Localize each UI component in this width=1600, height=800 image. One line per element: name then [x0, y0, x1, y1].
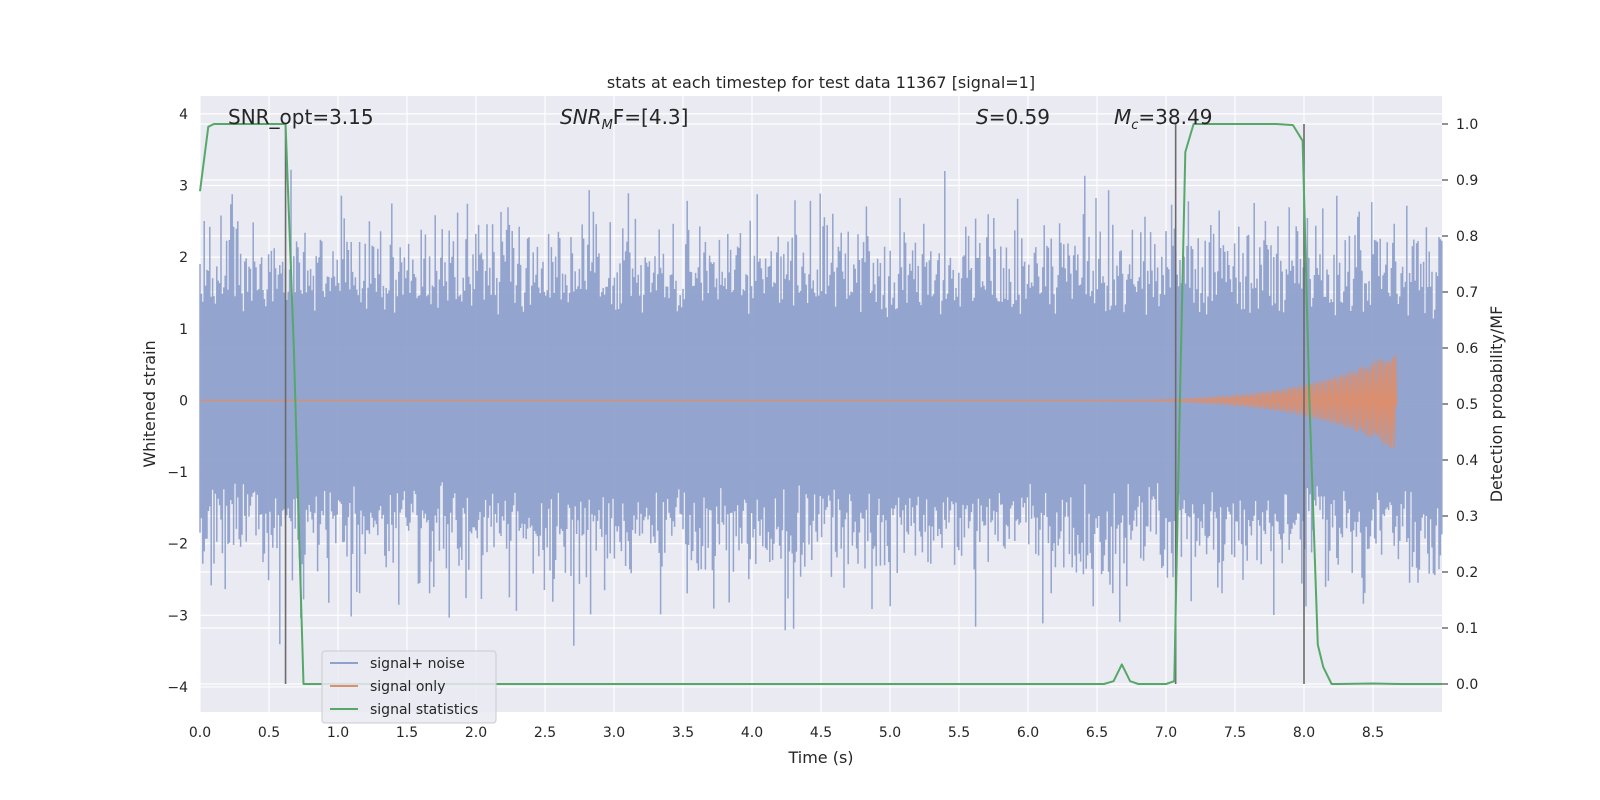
chart-title: stats at each timestep for test data 113…	[607, 73, 1035, 92]
x-tick-label: 2.0	[465, 725, 487, 741]
y-axis-label: Whitened strain	[140, 340, 159, 467]
x-tick-label: 4.0	[741, 725, 763, 741]
y-tick-label: −3	[167, 608, 188, 624]
x-tick-label: 3.5	[672, 725, 694, 741]
x-tick-label: 1.0	[327, 725, 349, 741]
annotation-mc: Mc=38.49	[1114, 105, 1212, 133]
legend-label-signal-statistics: signal statistics	[370, 702, 478, 718]
x-tick-label: 1.5	[396, 725, 418, 741]
snr-mf-main: SNR	[560, 105, 602, 129]
right-y-tick-label: 0.4	[1456, 453, 1478, 469]
right-y-axis-label: Detection probability/MF	[1487, 306, 1506, 503]
legend-label-signal-noise: signal+ noise	[370, 656, 465, 672]
x-tick-label: 8.5	[1362, 725, 1384, 741]
y-tick-label: 1	[179, 322, 188, 338]
x-tick-label: 3.0	[603, 725, 625, 741]
right-y-tick-label: 0.0	[1456, 677, 1478, 693]
right-y-tick-label: 0.9	[1456, 173, 1478, 189]
snr-mf-sub: M	[602, 118, 613, 133]
annotation-snr-opt: SNR_opt=3.15	[228, 105, 374, 129]
right-y-tick-label: 0.7	[1456, 285, 1478, 301]
x-tick-label: 7.5	[1224, 725, 1246, 741]
y-tick-labels: 4 3 2 1 0 −1 −2 −3 −4	[167, 107, 188, 696]
y-tick-label: −2	[167, 537, 188, 553]
right-y-tick-label: 0.1	[1456, 621, 1478, 637]
right-y-tick-label: 0.8	[1456, 229, 1478, 245]
legend: signal+ noise signal only signal statist…	[321, 650, 497, 724]
y-tick-label: 4	[179, 107, 188, 123]
s-rest: =0.59	[989, 105, 1050, 129]
x-tick-label: 2.5	[534, 725, 556, 741]
annotation-snr-mf: SNRMF=[4.3]	[560, 105, 688, 133]
mc-main: M	[1114, 105, 1131, 129]
right-y-tick-labels: 1.0 0.9 0.8 0.7 0.6 0.5 0.4 0.3 0.2 0.1 0.0	[1456, 117, 1478, 693]
right-y-tick-label: 0.5	[1456, 397, 1478, 413]
legend-label-signal-only: signal only	[370, 679, 445, 695]
x-tick-label: 8.0	[1293, 725, 1315, 741]
right-y-tick-label: 0.6	[1456, 341, 1478, 357]
annotation-s: S=0.59	[976, 105, 1050, 129]
x-tick-label: 0.5	[258, 725, 280, 741]
y-tick-label: 2	[179, 250, 188, 266]
x-tick-label: 5.0	[879, 725, 901, 741]
y-tick-label: 0	[179, 393, 188, 409]
mc-sub: c	[1131, 118, 1138, 133]
x-tick-labels: 0.0 0.5 1.0 1.5 2.0 2.5 3.0 3.5 4.0 4.5 5.0 5.5 6.0 6…	[189, 725, 1384, 741]
signal-statistics-series	[199, 123, 1442, 685]
right-y-tick-label: 1.0	[1456, 117, 1478, 133]
right-y-tick-label: 0.2	[1456, 565, 1478, 581]
signal-statistics-line	[199, 123, 1442, 685]
signal-only-line	[200, 355, 1398, 449]
x-tick-label: 0.0	[189, 725, 211, 741]
y-tick-label: 3	[179, 179, 188, 195]
snr-mf-rest: F=[4.3]	[613, 105, 689, 129]
x-tick-label: 5.5	[948, 725, 970, 741]
x-tick-label: 7.0	[1155, 725, 1177, 741]
s-main: S	[976, 105, 989, 129]
y-tick-label: −1	[167, 465, 188, 481]
x-tick-label: 4.5	[810, 725, 832, 741]
x-tick-label: 6.5	[1086, 725, 1108, 741]
x-axis-label: Time (s)	[787, 748, 853, 767]
x-tick-label: 6.0	[1017, 725, 1039, 741]
right-y-tick-label: 0.3	[1456, 509, 1478, 525]
mc-rest: =38.49	[1138, 105, 1212, 129]
signal-only-series	[200, 355, 1398, 449]
legend-box	[321, 650, 497, 724]
y-tick-label: −4	[167, 680, 188, 696]
